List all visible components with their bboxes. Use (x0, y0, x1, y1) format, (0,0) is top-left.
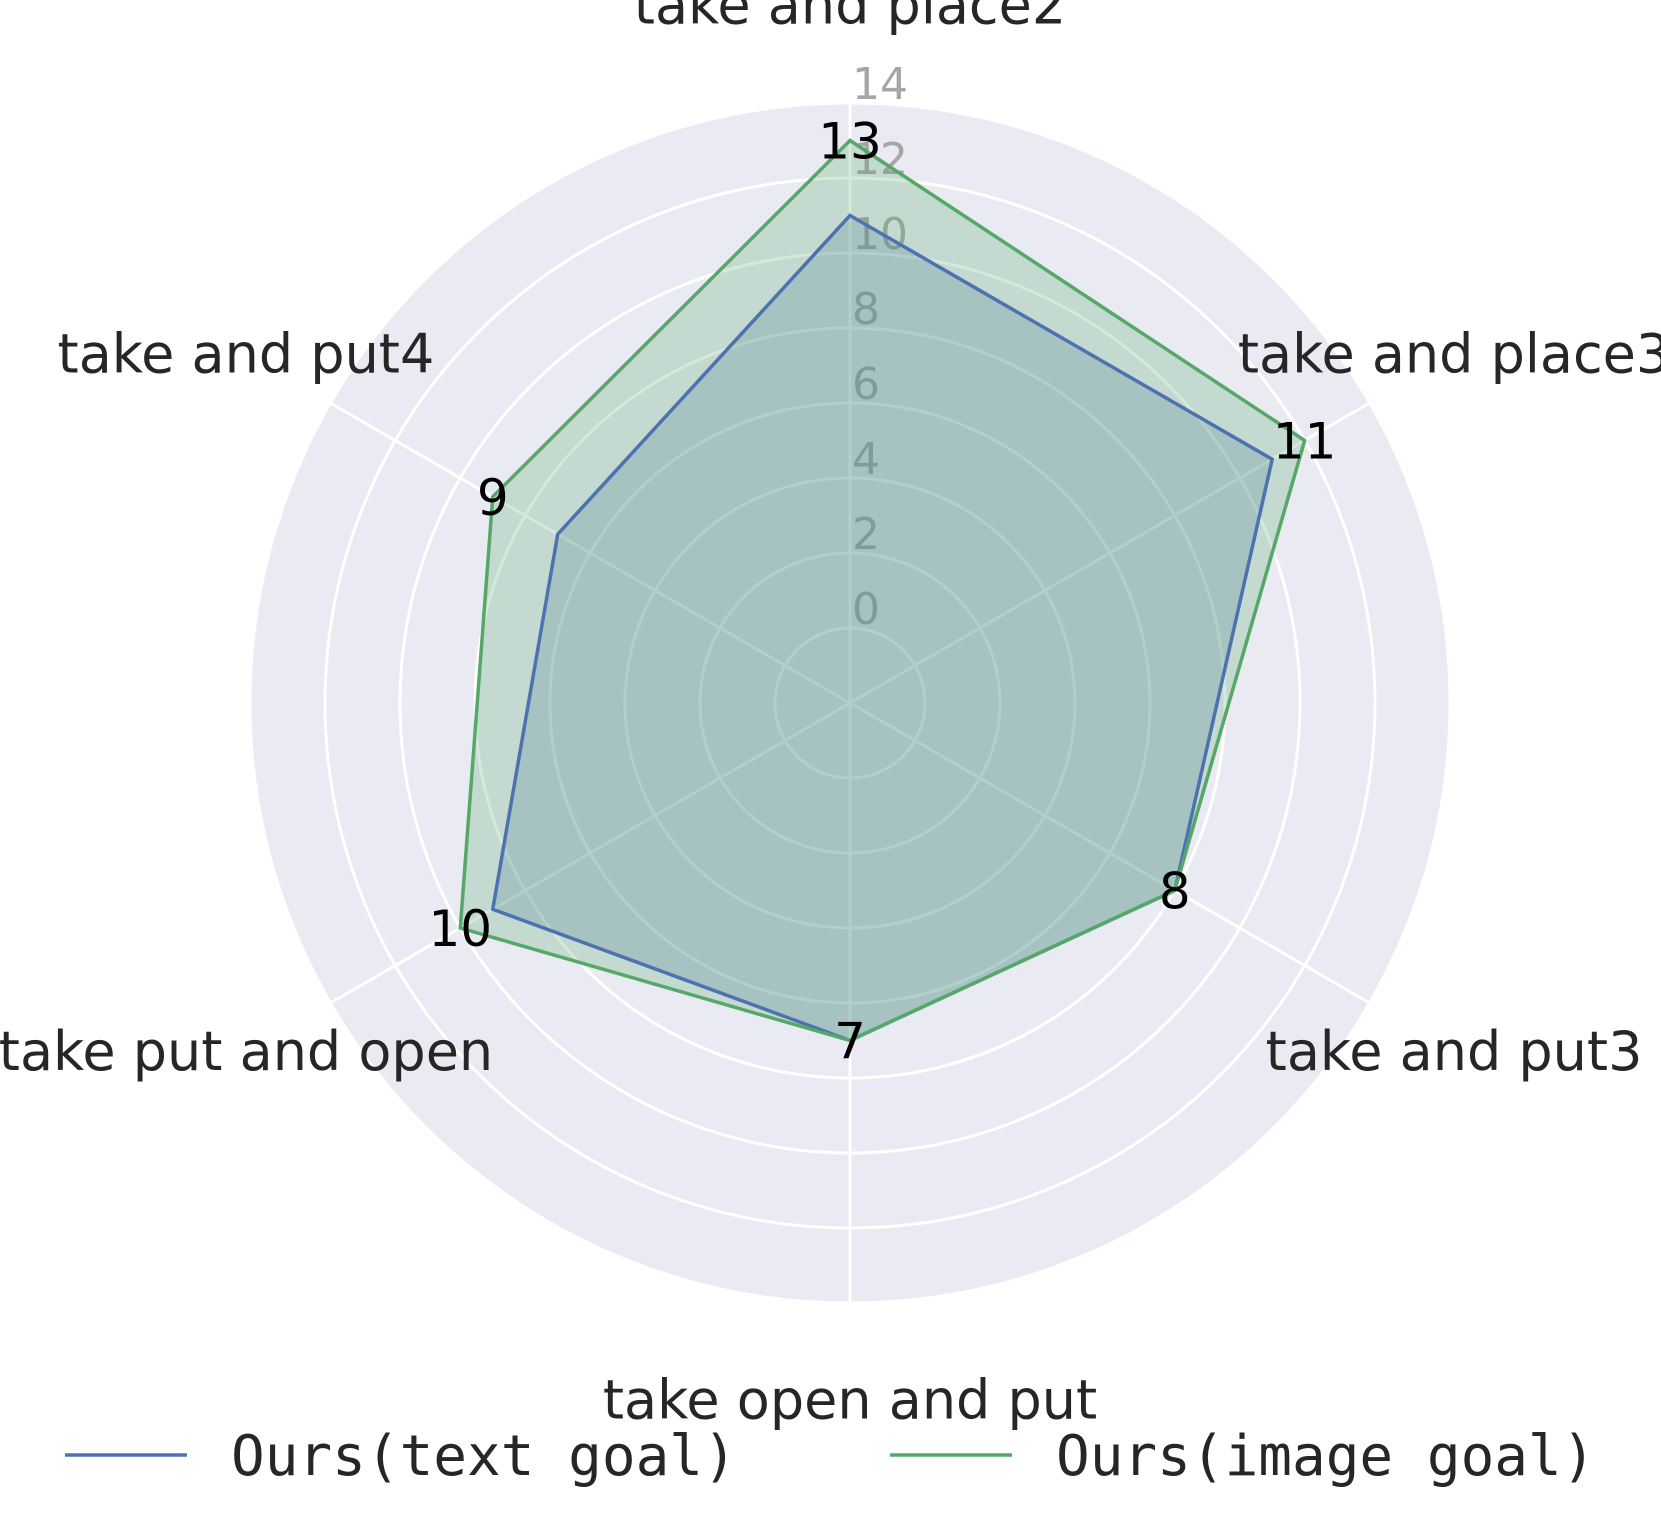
spoke-4 (329, 701, 851, 1005)
series-fill-0 (492, 215, 1273, 1041)
category-label-3: take open and put (603, 1369, 1097, 1432)
rtick-label-14: 14 (852, 59, 908, 110)
data-label-5: 9 (477, 469, 509, 527)
legend-label-1: Ours(image goal) (1056, 1424, 1595, 1489)
series-fill-1 (460, 140, 1305, 1041)
rtick-label-2: 2 (852, 509, 880, 560)
category-label-0: take and place2 (634, 0, 1066, 37)
category-label-4: take put and open (0, 1020, 493, 1083)
rtick-label-6: 6 (852, 359, 880, 410)
spoke-1 (849, 401, 1371, 705)
spoke-5 (329, 401, 851, 705)
data-label-4: 10 (428, 900, 492, 958)
data-label-2: 8 (1159, 863, 1191, 921)
data-label-3: 7 (834, 1013, 866, 1071)
category-label-2: take and put3 (1266, 1020, 1643, 1083)
category-label-1: take and place3 (1238, 322, 1661, 385)
data-label-1: 11 (1273, 413, 1337, 471)
data-label-0: 13 (818, 113, 882, 171)
legend-label-0: Ours(text goal) (231, 1424, 737, 1489)
series-line-1 (458, 138, 1307, 1043)
rtick-label-8: 8 (852, 284, 880, 335)
category-label-5: take and put4 (58, 322, 435, 385)
spoke-2 (849, 701, 1371, 1005)
rtick-label-0: 0 (852, 584, 880, 635)
rtick-label-4: 4 (852, 434, 880, 485)
